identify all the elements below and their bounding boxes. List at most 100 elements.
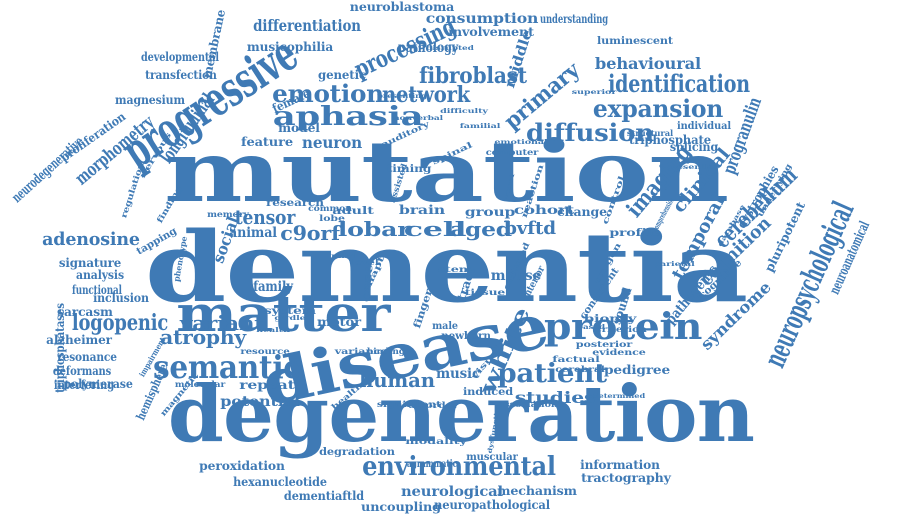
word: structural <box>626 128 674 138</box>
word: musicophilia <box>246 40 334 54</box>
word: sarcasm <box>57 305 113 319</box>
word: neuroblastoma <box>349 0 455 14</box>
word: parietal <box>653 261 695 268</box>
word: neuron <box>301 133 363 152</box>
word: deformans <box>52 364 112 378</box>
word: significant <box>376 399 442 409</box>
word: lobe <box>319 213 345 223</box>
word: triphosphate <box>629 133 711 147</box>
word: memory <box>207 209 249 219</box>
word: variant <box>179 311 265 335</box>
word: adenosine <box>42 229 140 250</box>
word: level <box>351 257 379 267</box>
word: environmental <box>362 452 556 482</box>
word: tractography <box>581 471 671 485</box>
word: signature <box>58 256 122 270</box>
word: understanding <box>539 12 609 26</box>
word: inclusion <box>93 291 149 305</box>
word: patient <box>497 359 607 389</box>
word: mouse <box>490 268 542 284</box>
word: induced <box>462 387 514 398</box>
word: degeneration <box>167 369 755 460</box>
word: difficulty <box>440 108 488 115</box>
word: variance <box>334 346 388 356</box>
word: evidence <box>592 347 646 357</box>
word: interfering <box>53 378 115 392</box>
word: familial <box>459 123 501 130</box>
word: dementia <box>144 211 748 324</box>
word: triphosphatases <box>53 303 67 393</box>
word: potential <box>220 394 300 410</box>
word: human <box>359 368 435 392</box>
word: cohort <box>513 203 575 217</box>
word: behavioural <box>594 54 702 73</box>
word: luminescent <box>597 36 673 47</box>
word: matter <box>176 284 390 343</box>
word: cerebral <box>555 364 605 374</box>
word: individual <box>676 121 732 132</box>
word: cell <box>403 217 467 241</box>
word: magnesium <box>115 93 185 107</box>
word: mutation <box>163 122 729 221</box>
word: expansion <box>592 94 724 123</box>
word: splicing <box>669 140 719 154</box>
word: mild <box>331 253 355 260</box>
word: resonance <box>57 350 117 364</box>
word: feature <box>241 135 293 149</box>
word: determined <box>592 393 646 400</box>
word: superior <box>571 89 617 96</box>
word: newborn <box>441 331 491 342</box>
word: profile <box>609 228 661 239</box>
word: c9orf <box>280 221 340 245</box>
word: research <box>266 198 324 209</box>
word: bvftd <box>504 218 556 239</box>
word: consumption <box>425 11 539 27</box>
word: factual <box>552 354 600 364</box>
word: genetic <box>318 68 366 82</box>
word: based <box>576 324 606 331</box>
word: neuropathological <box>433 498 551 512</box>
word: change <box>557 205 607 219</box>
word: polymerase <box>63 377 133 391</box>
word: hexanucleotide <box>233 475 327 489</box>
word: protein <box>543 306 703 348</box>
word: diffusion <box>526 118 654 147</box>
word: group <box>464 205 516 219</box>
word: model <box>278 121 320 135</box>
word: male <box>432 321 458 332</box>
word: logopenic <box>71 310 169 336</box>
word: developmental <box>141 50 219 64</box>
word: association <box>498 399 558 409</box>
word: timing <box>386 164 432 175</box>
word: muscular <box>466 452 518 463</box>
word: tensor <box>234 205 296 229</box>
word: molecular <box>174 379 226 389</box>
word: neurological <box>400 484 504 500</box>
word: pedigree <box>603 363 671 377</box>
word: disrupted <box>426 45 474 52</box>
word: identification <box>608 69 750 98</box>
word: repeat <box>239 378 295 392</box>
word: information <box>580 458 660 472</box>
word: network <box>381 82 471 108</box>
word: adult <box>332 206 374 217</box>
word: nonverbal <box>392 115 444 122</box>
word: disorder <box>408 400 458 410</box>
word: modality <box>405 436 467 446</box>
word: agrammatic <box>406 459 458 470</box>
word: stem <box>437 264 473 274</box>
word: biopsy <box>583 314 637 325</box>
word: lobar <box>337 217 411 241</box>
word: presenting <box>377 93 427 100</box>
word: family <box>253 279 293 295</box>
word: aged <box>450 217 512 241</box>
word: computer <box>485 147 539 157</box>
word: degradation <box>319 447 395 458</box>
word: dementiaftld <box>283 489 365 503</box>
word: involvement <box>448 25 534 39</box>
word: common <box>308 203 352 213</box>
word: health <box>256 327 290 334</box>
word: analysis <box>76 268 124 282</box>
word: studies <box>514 388 596 407</box>
